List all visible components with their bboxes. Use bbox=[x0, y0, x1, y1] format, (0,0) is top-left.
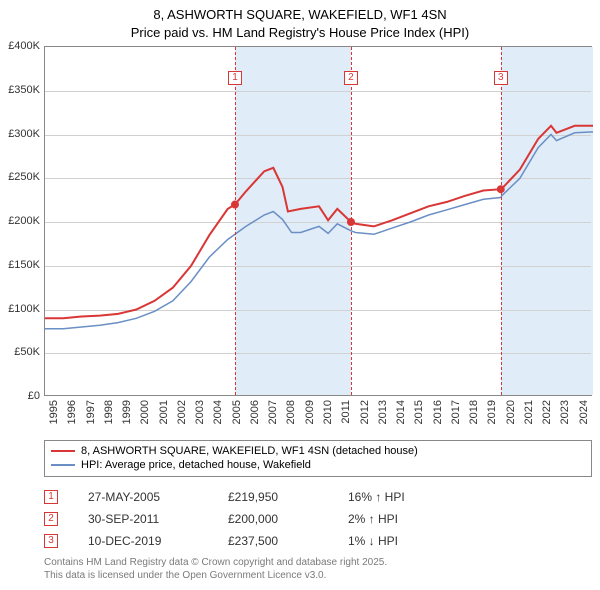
x-axis-label: 2019 bbox=[486, 400, 498, 424]
x-axis-label: 2001 bbox=[158, 400, 170, 424]
x-axis-label: 1997 bbox=[85, 400, 97, 424]
y-axis-label: £400K bbox=[8, 40, 40, 52]
x-axis-label: 2024 bbox=[578, 400, 590, 424]
sale-marker-box: 3 bbox=[494, 71, 508, 85]
sales-table: 1 27-MAY-2005 £219,950 16% ↑ HPI 2 30-SE… bbox=[44, 486, 458, 552]
chart-container: 8, ASHWORTH SQUARE, WAKEFIELD, WF1 4SN P… bbox=[0, 0, 600, 590]
legend-box: 8, ASHWORTH SQUARE, WAKEFIELD, WF1 4SN (… bbox=[44, 440, 592, 477]
x-axis-label: 1998 bbox=[103, 400, 115, 424]
footer-line-2: This data is licensed under the Open Gov… bbox=[44, 569, 387, 582]
sale-marker-box: 1 bbox=[228, 71, 242, 85]
sales-row-3: 3 10-DEC-2019 £237,500 1% ↓ HPI bbox=[44, 530, 458, 552]
x-axis-label: 2000 bbox=[139, 400, 151, 424]
legend-swatch-1 bbox=[51, 450, 75, 452]
sales-price-1: £219,950 bbox=[228, 490, 348, 504]
sales-price-2: £200,000 bbox=[228, 512, 348, 526]
y-axis-label: £250K bbox=[8, 171, 40, 183]
title-line-1: 8, ASHWORTH SQUARE, WAKEFIELD, WF1 4SN bbox=[0, 6, 600, 24]
x-axis-label: 1995 bbox=[48, 400, 60, 424]
x-axis-label: 2004 bbox=[212, 400, 224, 424]
chart-svg bbox=[45, 47, 591, 395]
sales-pct-1: 16% ↑ HPI bbox=[348, 490, 458, 504]
x-axis-label: 2012 bbox=[359, 400, 371, 424]
legend-label-1: 8, ASHWORTH SQUARE, WAKEFIELD, WF1 4SN (… bbox=[81, 444, 418, 458]
x-axis-label: 1999 bbox=[121, 400, 133, 424]
sales-date-2: 30-SEP-2011 bbox=[88, 512, 228, 526]
x-axis-label: 2003 bbox=[194, 400, 206, 424]
x-axis-label: 2009 bbox=[304, 400, 316, 424]
sales-pct-3: 1% ↓ HPI bbox=[348, 534, 458, 548]
sales-date-3: 10-DEC-2019 bbox=[88, 534, 228, 548]
series-line bbox=[45, 132, 593, 329]
x-axis-label: 1996 bbox=[66, 400, 78, 424]
sale-marker-line bbox=[235, 47, 236, 395]
x-axis-label: 2023 bbox=[559, 400, 571, 424]
y-axis-label: £200K bbox=[8, 215, 40, 227]
x-axis-label: 2021 bbox=[523, 400, 535, 424]
x-axis-label: 2018 bbox=[468, 400, 480, 424]
series-line bbox=[45, 126, 593, 318]
sales-row-2: 2 30-SEP-2011 £200,000 2% ↑ HPI bbox=[44, 508, 458, 530]
x-axis-label: 2002 bbox=[176, 400, 188, 424]
chart-plot-area: 1 2 3 bbox=[44, 46, 592, 396]
x-axis-label: 2005 bbox=[231, 400, 243, 424]
y-axis-label: £300K bbox=[8, 128, 40, 140]
x-axis-label: 2008 bbox=[285, 400, 297, 424]
y-axis-label: £50K bbox=[14, 346, 40, 358]
y-axis-label: £350K bbox=[8, 84, 40, 96]
y-axis-label: £150K bbox=[8, 259, 40, 271]
x-axis-label: 2016 bbox=[432, 400, 444, 424]
sale-marker-line bbox=[351, 47, 352, 395]
sales-pct-2: 2% ↑ HPI bbox=[348, 512, 458, 526]
x-axis-label: 2010 bbox=[322, 400, 334, 424]
x-axis-label: 2011 bbox=[340, 400, 352, 424]
x-axis-label: 2006 bbox=[249, 400, 261, 424]
sales-marker-2: 2 bbox=[44, 512, 58, 526]
title-block: 8, ASHWORTH SQUARE, WAKEFIELD, WF1 4SN P… bbox=[0, 0, 600, 41]
legend-row-2: HPI: Average price, detached house, Wake… bbox=[51, 458, 585, 472]
sale-marker-line bbox=[501, 47, 502, 395]
legend-row-1: 8, ASHWORTH SQUARE, WAKEFIELD, WF1 4SN (… bbox=[51, 444, 585, 458]
x-axis-label: 2017 bbox=[450, 400, 462, 424]
x-axis-label: 2022 bbox=[541, 400, 553, 424]
footer-attribution: Contains HM Land Registry data © Crown c… bbox=[44, 556, 387, 582]
sales-marker-1: 1 bbox=[44, 490, 58, 504]
sales-row-1: 1 27-MAY-2005 £219,950 16% ↑ HPI bbox=[44, 486, 458, 508]
sale-marker-box: 2 bbox=[344, 71, 358, 85]
x-axis-label: 2007 bbox=[267, 400, 279, 424]
sales-marker-3: 3 bbox=[44, 534, 58, 548]
sales-price-3: £237,500 bbox=[228, 534, 348, 548]
y-axis-label: £100K bbox=[8, 303, 40, 315]
title-line-2: Price paid vs. HM Land Registry's House … bbox=[0, 24, 600, 42]
x-axis-label: 2020 bbox=[505, 400, 517, 424]
legend-label-2: HPI: Average price, detached house, Wake… bbox=[81, 458, 311, 472]
x-axis-label: 2013 bbox=[377, 400, 389, 424]
x-axis-label: 2014 bbox=[395, 400, 407, 424]
x-axis-label: 2015 bbox=[413, 400, 425, 424]
y-axis-label: £0 bbox=[28, 390, 40, 402]
footer-line-1: Contains HM Land Registry data © Crown c… bbox=[44, 556, 387, 569]
legend-swatch-2 bbox=[51, 464, 75, 466]
sales-date-1: 27-MAY-2005 bbox=[88, 490, 228, 504]
